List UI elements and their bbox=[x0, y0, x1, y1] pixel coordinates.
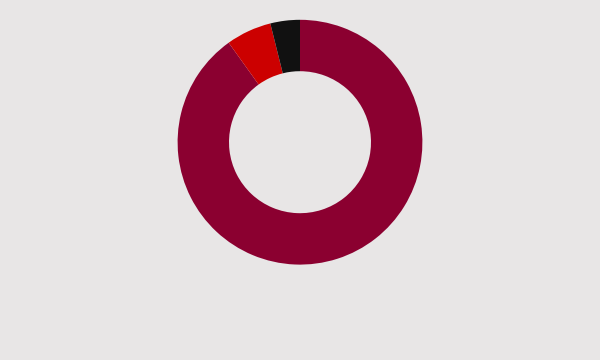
Wedge shape bbox=[229, 23, 283, 85]
Wedge shape bbox=[178, 20, 422, 265]
Wedge shape bbox=[271, 20, 300, 73]
